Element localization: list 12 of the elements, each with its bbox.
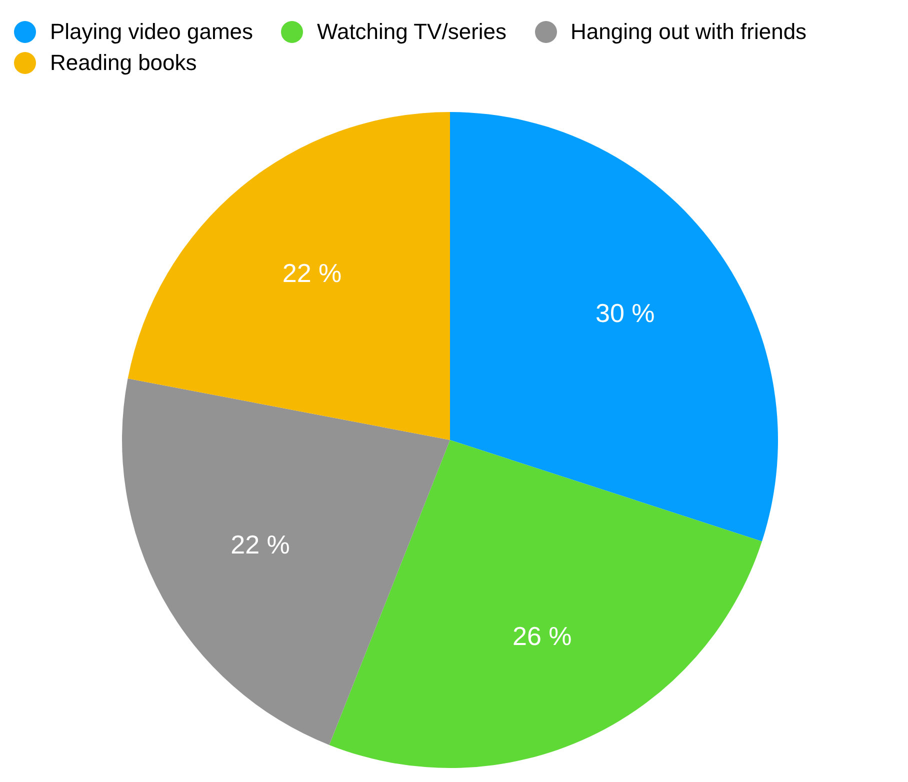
data-label: 30 % (596, 298, 655, 328)
data-label: 22 % (230, 529, 290, 560)
legend-label: Playing video games (50, 18, 254, 45)
legend-label: Hanging out with friends (570, 18, 807, 45)
pie-slice (450, 112, 778, 542)
data-label: 22 % (282, 258, 342, 288)
legend-label: Reading books (50, 49, 197, 76)
pie-slice (128, 112, 450, 440)
pie-slice (122, 378, 450, 745)
data-label: 26 % (512, 620, 572, 651)
legend-label: Watching TV/series (317, 18, 507, 45)
pie-slice (329, 440, 762, 768)
